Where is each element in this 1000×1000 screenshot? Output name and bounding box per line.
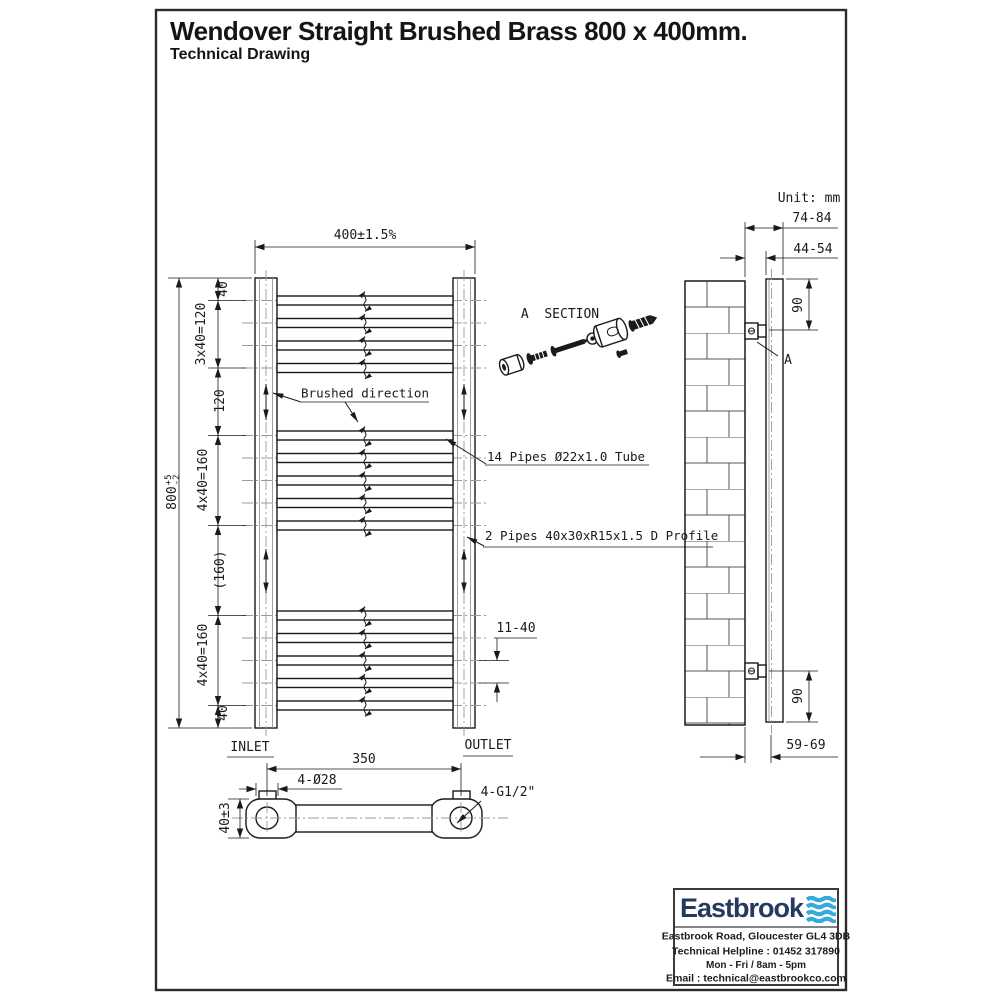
page-title: Wendover Straight Brushed Brass 800 x 40… — [170, 16, 748, 46]
detail-a-label: A — [784, 353, 792, 369]
eastbrook-logo-wordmark: Eastbrook — [680, 893, 804, 923]
inlet-label: INLET — [230, 740, 270, 756]
dim-centres-350: 350 — [352, 752, 376, 768]
dim-height-tol-minus: -2 — [171, 474, 182, 486]
unit-label: Unit: mm — [777, 191, 841, 207]
page-border — [154, 8, 848, 992]
section-exploded-view — [498, 315, 658, 376]
dim-wall-centre: 59-69 — [786, 738, 826, 754]
pipes-2-label: 2 Pipes 40x30xR15x1.5 D Profile — [485, 528, 719, 543]
footer-hours: Mon - Fri / 8am - 5pm — [705, 959, 807, 971]
footer-email: Email : technical@eastbrookco.com — [665, 972, 847, 985]
brushed-direction-label: Brushed direction — [301, 385, 429, 401]
dim-thread-label: 4-G1/2" — [480, 785, 536, 801]
dim-wall-back: 44-54 — [793, 242, 833, 258]
dim-wall-front: 74-84 — [792, 211, 832, 227]
dim-90-bottom: 90 — [791, 688, 807, 704]
wall-bracket-top — [744, 322, 767, 340]
dim-holes-label: 4-Ø28 — [297, 773, 337, 789]
outlet-label: OUTLET — [464, 738, 512, 754]
dim-left-3x40: 3x40=120 — [194, 302, 210, 366]
pipes-14-label: 14 Pipes Ø22x1.0 Tube — [487, 449, 646, 464]
dim-left-160: (160) — [213, 550, 229, 590]
section-title: A SECTION — [520, 307, 600, 323]
footer-address: Eastbrook Road, Gloucester GL4 3DB — [661, 930, 851, 943]
dim-depth-label: 40±3 — [218, 802, 234, 834]
dim-height-800: 800 +5 -2 — [151, 474, 182, 526]
dim-pipe-gap: 11-40 — [496, 621, 536, 637]
dim-left-4x40-upper: 4x40=160 — [196, 448, 212, 512]
bottom-view — [228, 763, 508, 839]
dim-width-400: 400±1.5% — [333, 228, 397, 244]
wall-bracket-bottom — [744, 662, 767, 680]
front-view — [168, 240, 713, 758]
wall-brick-section — [684, 280, 746, 726]
side-view — [684, 222, 838, 763]
eastbrook-wave-icon — [806, 896, 836, 923]
footer-helpline: Technical Helpline : 01452 317890 — [672, 945, 840, 958]
dim-90-top: 90 — [791, 297, 807, 313]
dim-height-value: 800 — [164, 486, 180, 510]
dim-left-40-bottom: 40 — [216, 705, 232, 721]
dim-left-40-top: 40 — [216, 281, 232, 297]
page-subtitle: Technical Drawing — [170, 46, 311, 63]
dim-left-120: 120 — [213, 389, 229, 413]
dim-left-4x40-lower: 4x40=160 — [196, 623, 212, 687]
